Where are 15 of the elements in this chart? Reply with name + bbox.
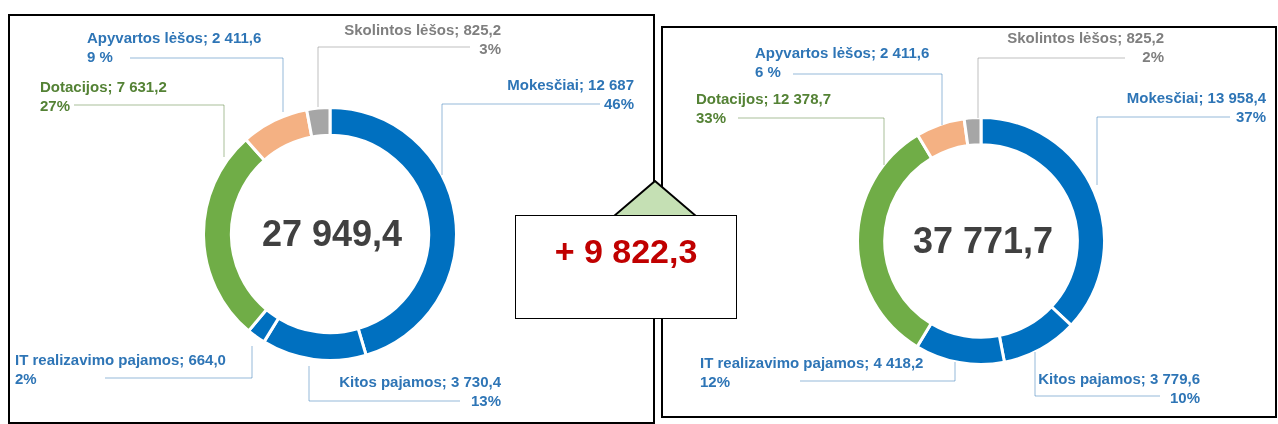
slice-label: Skolintos lėšos; 825,2 2% bbox=[1007, 28, 1164, 65]
text: 27 949,4 bbox=[261, 212, 403, 254]
slice-label: Dotacijos; 7 631,2 27% bbox=[40, 77, 167, 114]
slice-label: IT realizavimo pajamos; 4 418,2 12% bbox=[700, 353, 924, 390]
slice-label: Mokesčiai; 13 958,4 37% bbox=[1126, 88, 1267, 125]
slice-label: Skolintos lėšos; 825,2 3% bbox=[344, 20, 501, 57]
slice-label: IT realizavimo pajamos; 664,0 2% bbox=[15, 350, 226, 387]
text: 37 771,7 bbox=[912, 219, 1054, 261]
slice-label: Kitos pajamos; 3 730,4 13% bbox=[339, 372, 502, 409]
slice-label: Apyvartos lėšos; 2 411,6 6 % bbox=[755, 43, 930, 80]
text: + 9 822,3 bbox=[554, 232, 698, 271]
slice-label: Mokesčiai; 12 687 46% bbox=[507, 75, 634, 112]
slice-label: Dotacijos; 12 378,7 33% bbox=[696, 89, 832, 126]
slice-label: Apyvartos lėšos; 2 411,6 9 % bbox=[87, 28, 262, 65]
slice-label: Kitos pajamos; 3 779,6 10% bbox=[1038, 369, 1200, 406]
